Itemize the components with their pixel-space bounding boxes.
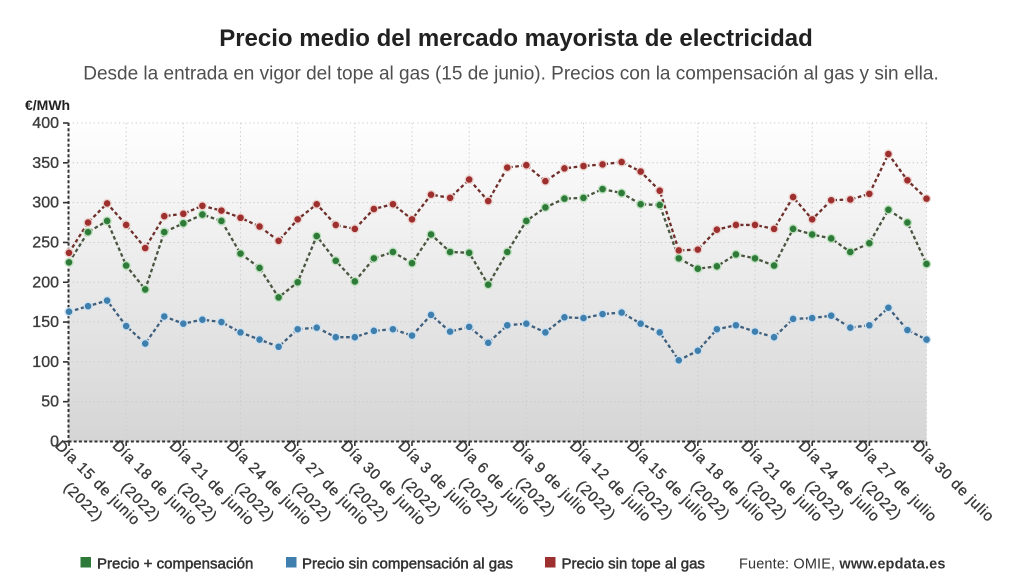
svg-text:50: 50 bbox=[41, 394, 59, 411]
svg-text:400: 400 bbox=[32, 115, 59, 132]
svg-text:Precio + compensación: Precio + compensación bbox=[97, 556, 253, 573]
svg-text:Precio medio del mercado mayor: Precio medio del mercado mayorista de el… bbox=[219, 25, 813, 52]
svg-text:Precio sin compensación al gas: Precio sin compensación al gas bbox=[302, 556, 513, 573]
svg-text:150: 150 bbox=[32, 314, 59, 331]
svg-text:€/MWh: €/MWh bbox=[25, 97, 70, 113]
svg-text:350: 350 bbox=[32, 155, 59, 172]
svg-text:200: 200 bbox=[32, 274, 59, 291]
svg-text:Fuente: OMIE, www.epdata.es: Fuente: OMIE, www.epdata.es bbox=[739, 557, 946, 573]
svg-text:0: 0 bbox=[50, 434, 59, 451]
svg-text:100: 100 bbox=[32, 354, 59, 371]
svg-text:Precio sin tope al gas: Precio sin tope al gas bbox=[562, 556, 705, 573]
svg-text:250: 250 bbox=[32, 234, 59, 251]
svg-text:300: 300 bbox=[32, 195, 59, 212]
svg-text:Desde la entrada en vigor del: Desde la entrada en vigor del tope al ga… bbox=[83, 64, 939, 85]
